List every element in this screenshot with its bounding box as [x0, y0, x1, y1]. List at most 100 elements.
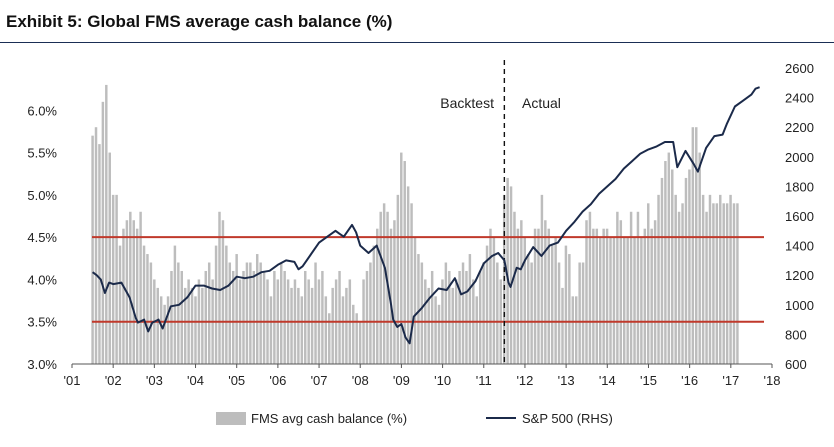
bar: [146, 254, 149, 364]
bar: [705, 211, 708, 364]
bar: [255, 254, 259, 364]
bar: [526, 254, 530, 364]
bar: [708, 194, 712, 364]
bar: [118, 245, 122, 364]
bar: [616, 211, 619, 364]
bar: [451, 287, 454, 364]
right-tick-label: 800: [785, 327, 807, 342]
bar: [736, 203, 739, 364]
bar: [269, 296, 273, 364]
bar: [578, 262, 581, 364]
bar: [252, 270, 256, 364]
bar: [235, 254, 238, 364]
bar: [684, 177, 688, 364]
bar: [290, 287, 293, 364]
bar: [166, 296, 170, 364]
backtest-label: Backtest: [440, 95, 494, 111]
x-axis: '01 '02 '03 '04 '05 '06 '07 '08 '09 '10 '11 '12 '13 '…: [64, 364, 781, 388]
bar: [393, 220, 396, 364]
x-tick-label: '17: [722, 373, 739, 388]
right-tick-label: 2200: [785, 120, 814, 135]
bar: [561, 287, 564, 364]
bar: [650, 228, 653, 364]
right-tick-label: 1400: [785, 239, 814, 254]
bar: [324, 296, 328, 364]
bar: [612, 237, 616, 364]
x-tick-label: '08: [352, 373, 369, 388]
bar: [376, 228, 379, 364]
bar: [111, 194, 115, 364]
x-tick-label: '11: [476, 373, 492, 388]
right-tick-label: 1000: [785, 298, 814, 313]
bar: [372, 245, 376, 364]
legend-line-label: S&P 500 (RHS): [522, 411, 613, 426]
bar: [214, 245, 218, 364]
bar: [135, 228, 139, 364]
bar: [448, 270, 451, 364]
right-y-axis: 600 800 1000 1200 1400 1600 1800 2000 2200 2400 26…: [785, 61, 814, 372]
sp500-line: [92, 86, 760, 345]
left-tick-label: 4.5%: [27, 230, 57, 245]
bar: [482, 262, 485, 364]
bar: [619, 220, 623, 364]
bar: [544, 220, 547, 364]
bar: [403, 161, 406, 364]
bar: [328, 313, 331, 364]
bar: [475, 296, 478, 364]
chart-title: Exhibit 5: Global FMS average cash balan…: [6, 12, 393, 31]
bar: [183, 287, 187, 364]
bar: [400, 152, 403, 364]
x-tick-label: '16: [681, 373, 698, 388]
bar: [496, 262, 499, 364]
right-tick-label: 1600: [785, 209, 814, 224]
bar: [218, 211, 221, 364]
bar: [581, 262, 585, 364]
actual-label: Actual: [522, 95, 561, 111]
bar: [108, 152, 111, 364]
bar: [430, 270, 434, 364]
bar: [297, 287, 300, 364]
bar: [585, 220, 588, 364]
bar: [122, 228, 125, 364]
bar: [540, 194, 544, 364]
bar: [677, 211, 681, 364]
left-tick-label: 3.0%: [27, 357, 57, 372]
bar: [636, 211, 640, 364]
bar: [273, 270, 276, 364]
bar: [352, 304, 355, 364]
x-tick-label: '13: [558, 373, 575, 388]
bar: [115, 194, 118, 364]
x-tick-label: '12: [516, 373, 533, 388]
x-tick-label: '07: [311, 373, 328, 388]
bar: [149, 262, 153, 364]
x-tick-label: '04: [187, 373, 204, 388]
bar: [201, 287, 204, 364]
bar: [437, 304, 441, 364]
bar: [506, 177, 509, 364]
bar: [420, 262, 424, 364]
reference-lines: [92, 236, 764, 323]
bar: [163, 304, 166, 364]
bar: [358, 321, 362, 364]
bar: [280, 262, 283, 364]
bar: [180, 270, 183, 364]
bar: [513, 211, 516, 364]
x-tick-label: '05: [228, 373, 245, 388]
x-tick-label: '02: [105, 373, 122, 388]
bar: [194, 296, 197, 364]
bar: [434, 296, 437, 364]
legend-bar-swatch: [216, 412, 246, 425]
bar: [242, 270, 245, 364]
x-tick-label: '18: [764, 373, 781, 388]
bar: [228, 262, 232, 364]
right-tick-label: 1200: [785, 268, 814, 283]
bar: [321, 270, 324, 364]
bar: [729, 194, 732, 364]
bar: [300, 296, 304, 364]
bar: [338, 270, 341, 364]
bar: [509, 186, 513, 364]
bar: [94, 127, 98, 364]
bar: [698, 152, 701, 364]
legend-bar-label: FMS avg cash balance (%): [251, 411, 407, 426]
bar: [283, 270, 286, 364]
